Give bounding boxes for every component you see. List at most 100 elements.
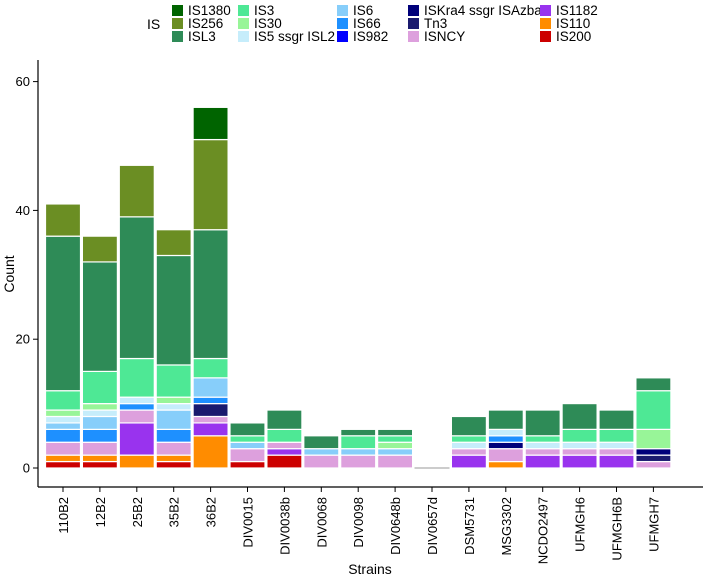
y-tick-label: 20 bbox=[16, 332, 30, 347]
bar-segment bbox=[487, 428, 524, 437]
bar-segment bbox=[635, 428, 672, 450]
legend-label: IS110 bbox=[556, 16, 591, 31]
bar-segment bbox=[229, 448, 266, 463]
legend-swatch bbox=[408, 5, 419, 16]
legend-item-is110: IS110 bbox=[540, 16, 590, 31]
bar-segment bbox=[561, 454, 598, 469]
y-axis-title: Count bbox=[1, 255, 17, 292]
bar-segment bbox=[192, 106, 229, 141]
legend-label: IS982 bbox=[353, 29, 389, 44]
bar-segment bbox=[635, 460, 672, 469]
bar-segment bbox=[155, 396, 192, 405]
bar-segment bbox=[450, 454, 487, 469]
bar-segment bbox=[44, 409, 82, 418]
x-tick-label: MSG3302 bbox=[499, 497, 514, 556]
bar-segment bbox=[155, 254, 192, 366]
legend-swatch bbox=[172, 5, 183, 16]
bar-segment bbox=[598, 454, 635, 469]
y-axis-ticks: 0 20 40 60 bbox=[16, 74, 38, 476]
bar-segment bbox=[266, 428, 303, 443]
bar-segment bbox=[561, 403, 598, 430]
bar-segment bbox=[192, 377, 229, 398]
bar-segment bbox=[340, 454, 377, 469]
legend-item-is66: IS66 bbox=[337, 16, 381, 31]
x-tick-label: UFMGH6B bbox=[610, 497, 625, 561]
legend-swatch bbox=[337, 18, 348, 29]
bar-segment bbox=[524, 454, 561, 469]
bar-segment bbox=[192, 138, 229, 231]
legend-swatch bbox=[172, 18, 183, 29]
bar-segment bbox=[303, 448, 340, 456]
bar-segment bbox=[44, 415, 82, 424]
bar-segment bbox=[450, 415, 487, 437]
bar-segment bbox=[118, 357, 155, 398]
legend-item-is1182: IS1182 bbox=[540, 3, 598, 18]
bar-segment bbox=[524, 448, 561, 456]
bar-segment bbox=[192, 415, 229, 424]
legend-label: ISKra4 ssgr ISAzba1 bbox=[424, 3, 550, 18]
bar-segment bbox=[44, 422, 82, 430]
bar-segment bbox=[81, 428, 119, 443]
bar-segment bbox=[635, 390, 672, 430]
bar-segment bbox=[561, 441, 598, 450]
legend-item-is1380: IS1380 bbox=[172, 3, 231, 18]
bar-segment bbox=[266, 441, 303, 450]
legend-swatch bbox=[540, 31, 551, 42]
bar-segment bbox=[635, 448, 672, 456]
bar-segment bbox=[155, 229, 192, 257]
bar-segment bbox=[266, 409, 303, 430]
bar-segment bbox=[192, 435, 229, 469]
bar-segment bbox=[44, 460, 82, 469]
bar-segment bbox=[118, 454, 155, 469]
bar-segment bbox=[377, 428, 414, 437]
bar-segment bbox=[377, 441, 414, 450]
bar-segment bbox=[155, 460, 192, 469]
legend-item-isncy: ISNCY bbox=[408, 29, 465, 44]
bar-segment bbox=[598, 409, 635, 430]
legend-swatch bbox=[337, 5, 348, 16]
bar-segment bbox=[81, 415, 119, 430]
bar-segment bbox=[192, 422, 229, 437]
legend-item-is5-ssgr-isl2: IS5 ssgr ISL2 bbox=[238, 29, 335, 44]
bar-segment bbox=[635, 377, 672, 392]
legend-label: Tn3 bbox=[424, 16, 448, 31]
bar-segment bbox=[118, 216, 155, 360]
bar-segment bbox=[155, 428, 192, 443]
x-tick-label: DIV0657d bbox=[425, 497, 440, 555]
bar-segment bbox=[155, 409, 192, 430]
bar-segment bbox=[487, 409, 524, 430]
x-tick-label: UFMGH6 bbox=[573, 497, 588, 552]
x-tick-label: DIV0648b bbox=[388, 497, 403, 555]
x-axis-title: Strains bbox=[348, 561, 392, 576]
legend-swatch bbox=[337, 31, 348, 42]
bar-segment bbox=[44, 390, 82, 411]
bar-segment bbox=[303, 435, 340, 450]
x-tick-label: 25B2 bbox=[130, 497, 145, 527]
legend-item-is200: IS200 bbox=[540, 29, 591, 44]
bar-segment bbox=[598, 441, 635, 450]
legend: IS IS1380 IS256 ISL3 IS3 IS30 IS5 ssgr I… bbox=[0, 3, 712, 51]
bar-segment bbox=[44, 235, 82, 392]
bar-segment bbox=[44, 454, 82, 463]
bar-segment bbox=[598, 428, 635, 443]
bar-segment bbox=[377, 448, 414, 456]
bar-segment bbox=[155, 403, 192, 411]
bar-segment bbox=[81, 403, 119, 411]
bar-segment bbox=[340, 448, 377, 456]
bar-segment bbox=[81, 454, 119, 463]
bar-segment bbox=[229, 460, 266, 469]
bars-group bbox=[44, 106, 672, 469]
legend-item-is6: IS6 bbox=[337, 3, 373, 18]
bar-segment bbox=[81, 460, 119, 469]
x-axis-ticks: 110B2 12B2 25B2 35B2 36B2 DIV0015 DIV0038b DIV0… bbox=[56, 487, 661, 564]
legend-item-is3: IS3 bbox=[238, 3, 274, 18]
bar-segment bbox=[266, 454, 303, 469]
x-tick-label: 36B2 bbox=[204, 497, 219, 527]
legend-label: IS256 bbox=[188, 16, 224, 31]
x-tick-label: DIV0015 bbox=[241, 497, 256, 548]
x-tick-label: 12B2 bbox=[93, 497, 108, 527]
bar-segment bbox=[450, 435, 487, 443]
bar-segment bbox=[155, 441, 192, 456]
legend-label: IS6 bbox=[353, 3, 374, 18]
bar-segment bbox=[81, 235, 119, 263]
